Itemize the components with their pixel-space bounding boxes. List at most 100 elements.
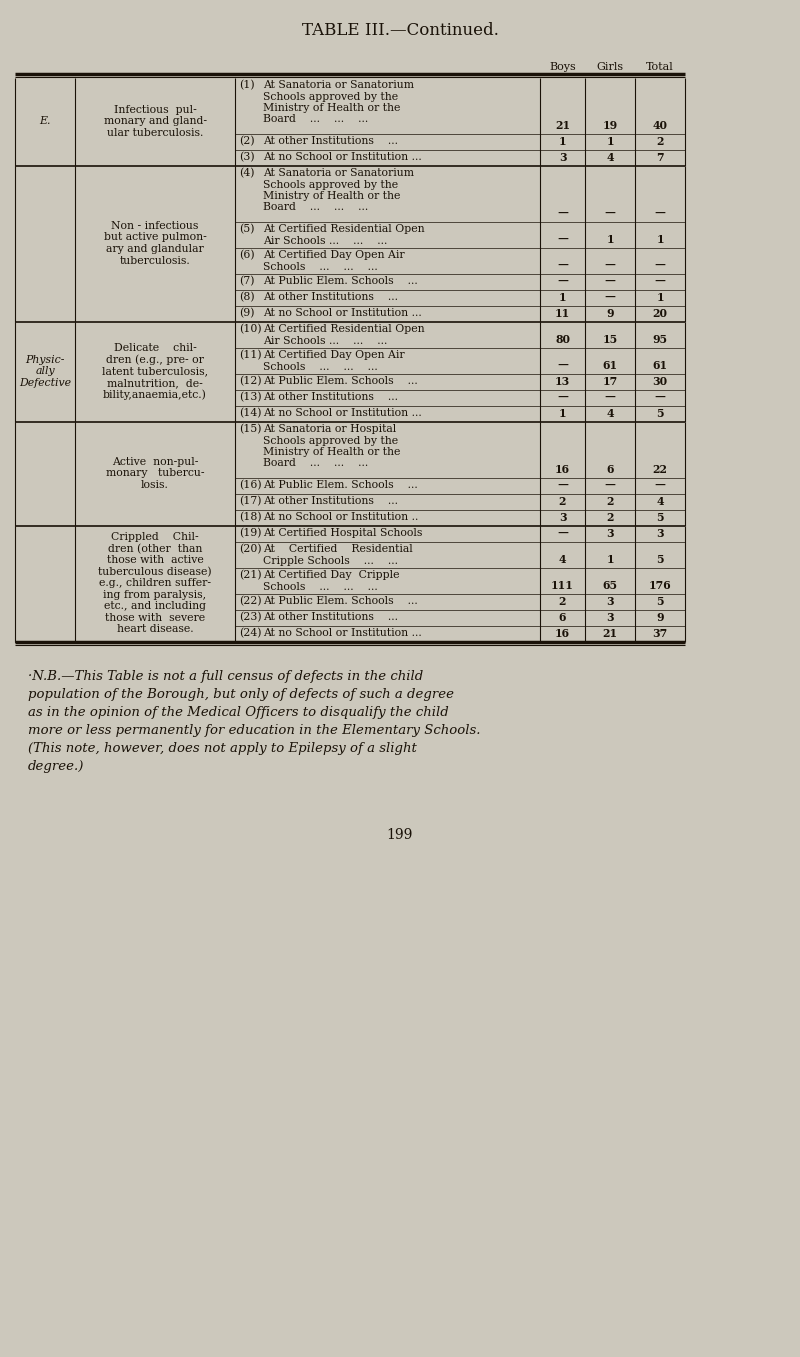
Text: ing from paralysis,: ing from paralysis, [103, 590, 206, 600]
Text: (3): (3) [239, 152, 254, 163]
Text: —: — [605, 480, 615, 491]
Text: 21: 21 [555, 119, 570, 132]
Text: (10): (10) [239, 324, 262, 334]
Text: 199: 199 [387, 828, 413, 841]
Text: 21: 21 [602, 628, 618, 639]
Text: (23): (23) [239, 612, 262, 623]
Text: (16): (16) [239, 480, 262, 490]
Text: 2: 2 [606, 497, 614, 508]
Text: bility,anaemia,etc.): bility,anaemia,etc.) [103, 389, 207, 400]
Text: 61: 61 [653, 360, 667, 370]
Text: ary and glandular: ary and glandular [106, 244, 204, 254]
Text: At other Institutions    ...: At other Institutions ... [263, 292, 398, 303]
Text: 111: 111 [551, 579, 574, 592]
Text: (2): (2) [239, 136, 254, 147]
Text: (19): (19) [239, 528, 262, 539]
Text: Defective: Defective [19, 377, 71, 388]
Text: 2: 2 [656, 136, 664, 147]
Text: At other Institutions    ...: At other Institutions ... [263, 392, 398, 402]
Text: latent tuberculosis,: latent tuberculosis, [102, 366, 208, 376]
Text: 2: 2 [558, 497, 566, 508]
Text: Non - infectious: Non - infectious [111, 221, 198, 231]
Text: Board    ...    ...    ...: Board ... ... ... [263, 114, 368, 125]
Text: At no School or Institution ...: At no School or Institution ... [263, 628, 422, 638]
Text: 4: 4 [558, 554, 566, 565]
Text: dren (other  than: dren (other than [108, 544, 202, 554]
Text: 3: 3 [656, 528, 664, 539]
Text: (24): (24) [239, 628, 262, 638]
Text: Air Schools ...    ...    ...: Air Schools ... ... ... [263, 335, 387, 346]
Text: 4: 4 [606, 408, 614, 419]
Text: 40: 40 [653, 119, 667, 132]
Text: Boys: Boys [549, 62, 576, 72]
Text: 2: 2 [558, 596, 566, 607]
Text: (15): (15) [239, 423, 262, 434]
Text: At no School or Institution ...: At no School or Institution ... [263, 408, 422, 418]
Text: At Sanatoria or Sanatorium: At Sanatoria or Sanatorium [263, 168, 414, 178]
Text: —: — [605, 275, 615, 286]
Text: ·N.B.—This Table is not a full census of defects in the child: ·N.B.—This Table is not a full census of… [28, 670, 423, 683]
Text: —: — [605, 208, 615, 218]
Text: (21): (21) [239, 570, 262, 581]
Text: —: — [654, 208, 666, 218]
Text: 4: 4 [656, 497, 664, 508]
Text: —: — [557, 392, 568, 403]
Text: Schools    ...    ...    ...: Schools ... ... ... [263, 361, 378, 372]
Text: (14): (14) [239, 408, 262, 418]
Text: At Public Elem. Schools    ...: At Public Elem. Schools ... [263, 596, 418, 607]
Text: —: — [654, 392, 666, 403]
Text: (20): (20) [239, 544, 262, 554]
Text: 5: 5 [656, 408, 664, 419]
Text: —: — [557, 480, 568, 491]
Text: At Sanatoria or Hospital: At Sanatoria or Hospital [263, 423, 396, 434]
Text: (7): (7) [239, 275, 254, 286]
Text: e.g., children suffer-: e.g., children suffer- [99, 578, 211, 588]
Text: 3: 3 [606, 596, 614, 607]
Text: 3: 3 [606, 612, 614, 623]
Text: —: — [605, 292, 615, 303]
Text: At Certified Residential Open: At Certified Residential Open [263, 224, 425, 233]
Text: Schools approved by the: Schools approved by the [263, 91, 398, 102]
Text: etc., and including: etc., and including [104, 601, 206, 611]
Text: Delicate    chil-: Delicate chil- [114, 343, 196, 353]
Text: 7: 7 [656, 152, 664, 163]
Text: 1: 1 [656, 233, 664, 246]
Text: 3: 3 [606, 528, 614, 539]
Text: —: — [557, 208, 568, 218]
Text: but active pulmon-: but active pulmon- [104, 232, 206, 243]
Text: (6): (6) [239, 250, 254, 261]
Text: 17: 17 [602, 376, 618, 387]
Text: —: — [557, 528, 568, 539]
Text: —: — [654, 275, 666, 286]
Text: more or less permanently for education in the Elementary Schools.: more or less permanently for education i… [28, 725, 481, 737]
Text: 176: 176 [649, 579, 671, 592]
Text: (8): (8) [239, 292, 254, 303]
Text: At other Institutions    ...: At other Institutions ... [263, 612, 398, 622]
Text: 61: 61 [602, 360, 618, 370]
Text: —: — [605, 261, 615, 271]
Text: dren (e.g., pre- or: dren (e.g., pre- or [106, 354, 204, 365]
Text: 20: 20 [653, 308, 667, 319]
Text: (11): (11) [239, 350, 262, 361]
Text: —: — [557, 275, 568, 286]
Text: tuberculosis.: tuberculosis. [120, 255, 190, 266]
Text: as in the opinion of the Medical Officers to disqualify the child: as in the opinion of the Medical Officer… [28, 706, 449, 719]
Text: Schools approved by the: Schools approved by the [263, 436, 398, 445]
Text: monary   tubercu-: monary tubercu- [106, 468, 204, 478]
Text: ular tuberculosis.: ular tuberculosis. [107, 128, 203, 138]
Text: At other Institutions    ...: At other Institutions ... [263, 136, 398, 147]
Text: At Certified Residential Open: At Certified Residential Open [263, 324, 425, 334]
Text: Crippled    Chil-: Crippled Chil- [111, 532, 199, 543]
Text: Cripple Schools    ...    ...: Cripple Schools ... ... [263, 555, 398, 566]
Text: 3: 3 [558, 512, 566, 522]
Text: E.: E. [39, 117, 50, 126]
Text: 65: 65 [602, 579, 618, 592]
Text: monary and gland-: monary and gland- [103, 117, 206, 126]
Text: (1): (1) [239, 80, 254, 91]
Text: (12): (12) [239, 376, 262, 387]
Text: At Certified Hospital Schools: At Certified Hospital Schools [263, 528, 422, 537]
Text: 1: 1 [606, 554, 614, 565]
Text: 95: 95 [653, 334, 667, 345]
Text: (13): (13) [239, 392, 262, 402]
Text: (22): (22) [239, 596, 262, 607]
